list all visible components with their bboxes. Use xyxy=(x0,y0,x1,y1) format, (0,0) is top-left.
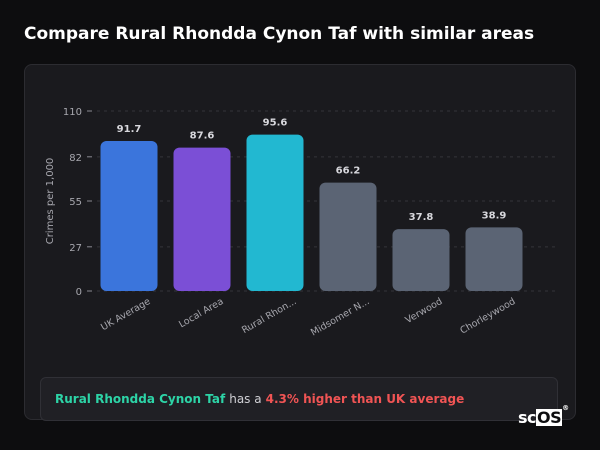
page-title: Compare Rural Rhondda Cynon Taf with sim… xyxy=(24,24,535,44)
bar-value-label: 38.9 xyxy=(482,210,507,221)
summary-middle-text: has a xyxy=(229,392,262,406)
bar-value-label: 37.8 xyxy=(409,212,434,223)
comparison-summary: Rural Rhondda Cynon Taf has a 4.3% highe… xyxy=(40,377,558,421)
y-tick-label: 27 xyxy=(69,243,82,254)
bar-value-label: 91.7 xyxy=(117,124,142,135)
logo-text-b: OS xyxy=(536,408,563,427)
y-tick-label: 55 xyxy=(69,197,82,208)
summary-difference: 4.3% higher than UK average xyxy=(265,392,465,406)
logo-text-a: sc xyxy=(518,408,537,427)
bar-value-label: 66.2 xyxy=(336,166,361,177)
x-tick-label: Rural Rhon... xyxy=(240,296,298,336)
y-tick-label: 110 xyxy=(63,107,82,118)
summary-area-name: Rural Rhondda Cynon Taf xyxy=(55,392,226,406)
bar xyxy=(392,229,450,291)
bar xyxy=(465,227,523,291)
x-tick-label: Verwood xyxy=(404,296,445,326)
x-tick-label: Chorleywood xyxy=(458,296,517,336)
bar xyxy=(246,134,304,291)
bar xyxy=(319,182,377,291)
y-tick-label: 82 xyxy=(69,153,82,164)
y-axis-label: Crimes per 1,000 xyxy=(45,158,56,245)
chart-card: 0 27 55 82 110 Crimes per 1,000 91.7 UK Average… xyxy=(24,64,576,420)
bar xyxy=(173,147,231,291)
bar-value-label: 87.6 xyxy=(190,131,215,142)
bar-chart: 0 27 55 82 110 Crimes per 1,000 91.7 UK Average… xyxy=(45,107,559,339)
bar xyxy=(100,140,158,291)
bar-value-label: 95.6 xyxy=(263,118,288,129)
scos-logo: scOS® xyxy=(518,404,569,427)
y-tick-label: 0 xyxy=(76,287,82,298)
x-tick-label: UK Average xyxy=(99,296,152,333)
logo-mark: ® xyxy=(562,404,569,412)
x-tick-label: Midsomer N... xyxy=(309,296,372,338)
x-tick-label: Local Area xyxy=(177,296,225,330)
